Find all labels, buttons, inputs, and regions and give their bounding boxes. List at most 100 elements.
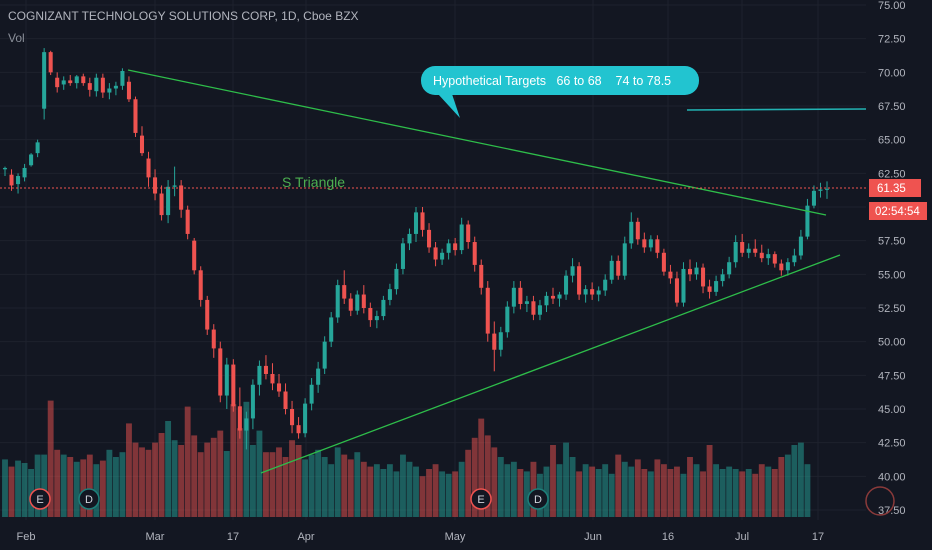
volume-bar (471, 437, 478, 517)
volume-bar (497, 457, 504, 517)
candle-body (81, 76, 86, 84)
volume-bar (302, 459, 309, 517)
candle (498, 326, 503, 357)
candle-body (531, 301, 536, 315)
candle-body (244, 418, 249, 431)
candle-body (524, 301, 529, 304)
candle (159, 185, 164, 221)
candle (322, 336, 327, 374)
drawings[interactable]: Hypothetical Targets 66 to 68 74 to 78.5… (0, 66, 867, 474)
volume-bar (510, 461, 517, 517)
volume-bar (771, 469, 778, 517)
candle (237, 387, 242, 439)
candle (537, 299, 542, 321)
candle-body (707, 286, 712, 292)
volume-bar (289, 440, 295, 517)
upper-trendline[interactable] (127, 69, 827, 216)
candle (629, 212, 634, 249)
candle-body (609, 260, 614, 280)
volume-bar (341, 454, 348, 517)
target-line[interactable] (686, 108, 867, 111)
volume-bar (739, 471, 746, 517)
candle (792, 248, 797, 267)
candle (394, 263, 399, 295)
event-marker-label: D (85, 494, 93, 506)
volume-bar (517, 469, 524, 517)
candle (570, 258, 575, 283)
candle-body (590, 289, 595, 295)
lower-trendline[interactable] (260, 254, 841, 474)
candle-body (550, 295, 556, 299)
event-marker[interactable]: E (29, 488, 51, 510)
x-tick-label: 17 (812, 531, 824, 543)
candle-body (296, 425, 301, 434)
candle-body (381, 299, 386, 317)
volume-bar (21, 463, 28, 517)
candle-body (453, 243, 458, 251)
candle-body (622, 243, 627, 276)
price-axis[interactable]: 37.5040.0042.5045.0047.5050.0052.5055.00… (878, 0, 906, 517)
candle (642, 232, 647, 253)
candle-body (120, 70, 125, 86)
volume-bar (784, 454, 791, 517)
candle-body (413, 212, 419, 234)
countdown-badge-text: 02:54:54 (875, 206, 920, 218)
candle-body (9, 174, 14, 186)
candle-body (166, 186, 171, 216)
volume-bar (804, 464, 811, 517)
volume-bar (465, 449, 472, 517)
event-marker-label: D (534, 494, 542, 506)
candle (550, 287, 556, 304)
x-tick-label: May (445, 531, 466, 543)
candle-body (472, 242, 477, 265)
candle (772, 251, 777, 268)
candle-body (687, 268, 693, 275)
event-marker[interactable]: D (527, 488, 549, 510)
callout[interactable]: Hypothetical Targets 66 to 68 74 to 78.5 (421, 66, 699, 118)
candle-body (22, 167, 27, 178)
candle-body (68, 80, 73, 84)
event-marker[interactable]: D (78, 488, 100, 510)
volume-bar (47, 400, 54, 517)
countdown-badge: 02:54:54 (869, 202, 927, 220)
scroll-indicator-icon[interactable] (865, 486, 895, 516)
candle-body (537, 305, 542, 315)
candle-body (172, 185, 177, 187)
volume-bar (354, 452, 361, 517)
candle-body (61, 80, 66, 85)
volume-bar (641, 469, 648, 517)
volume-bar (680, 473, 687, 517)
pattern-label[interactable]: S Triangle (282, 174, 345, 190)
volume-bar (223, 451, 230, 517)
candle (805, 198, 810, 240)
price-badge: 61.35 (869, 179, 921, 197)
candle-body (694, 267, 699, 275)
candle-body (511, 287, 516, 307)
volume-bar (210, 437, 217, 517)
time-axis[interactable]: Feb Mar 17 Apr May Jun 16 Jul 17 (17, 531, 825, 543)
volume-bar (634, 459, 641, 517)
candle-body (374, 316, 379, 321)
volume-bar (204, 442, 211, 517)
volume-bar (393, 471, 400, 517)
volume-bar (15, 460, 21, 517)
candle-body (250, 384, 255, 419)
event-marker[interactable]: E (470, 488, 492, 510)
volume-bar (439, 471, 446, 517)
candle-body (766, 254, 771, 259)
volume-bar (706, 445, 713, 517)
x-tick-label: Apr (297, 531, 314, 543)
volume-bar (504, 464, 511, 517)
volume-bar (713, 464, 720, 517)
candle (785, 258, 790, 276)
x-tick-label: Jul (735, 531, 749, 543)
volume-bar (478, 418, 485, 517)
candle-body (316, 368, 321, 385)
volume-bar (67, 457, 74, 517)
volume-bar (145, 449, 152, 517)
candle-body (564, 275, 569, 295)
candle-body (237, 406, 242, 431)
candle (48, 50, 53, 76)
